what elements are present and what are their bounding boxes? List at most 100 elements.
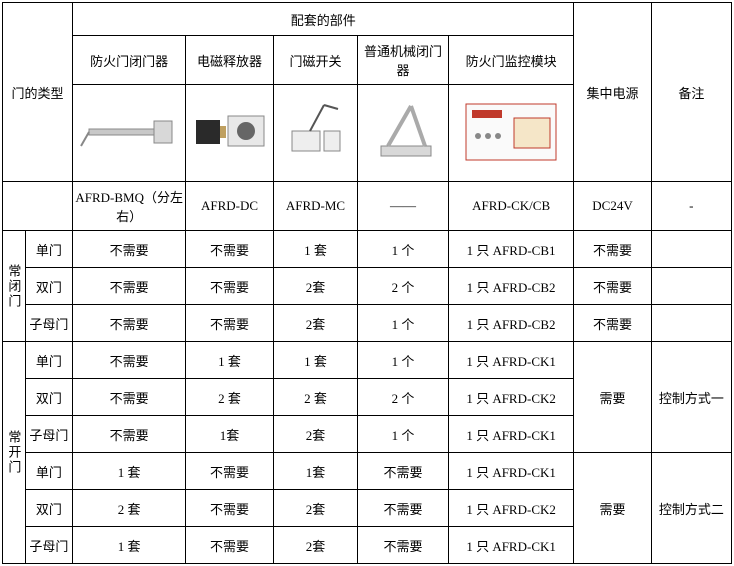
table-row: 单门 1 套 不需要 1套 不需要 1 只 AFRD-CK1 需要 控制方式二 [3,453,732,490]
cell: 不需要 [574,305,651,342]
col2-header: 电磁释放器 [186,36,274,85]
cell: 2 套 [186,379,274,416]
cell: 1 只 AFRD-CK1 [448,527,574,564]
monitor-module-icon [456,96,566,166]
table-row: 双门 不需要 不需要 2套 2 个 1 只 AFRD-CB2 不需要 [3,268,732,305]
closer-icon [79,111,179,151]
spec-table: 门的类型 配套的部件 集中电源 备注 防火门闭门器 电磁释放器 门磁开关 普通机… [2,2,732,564]
cell: 1 套 [186,342,274,379]
cell: 1 套 [73,527,186,564]
cell: 2套 [273,490,357,527]
cell: 不需要 [574,231,651,268]
cell: 1 只 AFRD-CK1 [448,453,574,490]
col6-header: 集中电源 [574,3,651,182]
group-closed: 常闭门 [3,231,26,342]
cell: 2套 [273,527,357,564]
subtype-cell: 单门 [25,453,72,490]
subtype-cell: 单门 [25,231,72,268]
subtype-cell: 双门 [25,379,72,416]
subtype-cell: 双门 [25,490,72,527]
subtype-cell: 子母门 [25,527,72,564]
cell: 1 只 AFRD-CB2 [448,268,574,305]
img-col1 [73,85,186,182]
cell: 不需要 [73,342,186,379]
cell: 1 个 [358,305,449,342]
subtype-cell: 子母门 [25,305,72,342]
cell: 1 个 [358,416,449,453]
cell: 1套 [273,453,357,490]
model-empty [3,182,73,231]
door-type-label: 门的类型 [12,86,64,101]
cell: 1 套 [273,342,357,379]
cell: 不需要 [358,490,449,527]
mech-closer-icon [363,96,443,166]
cell: 1 只 AFRD-CB2 [448,305,574,342]
cell: 1 只 AFRD-CK2 [448,379,574,416]
cell: 2套 [273,305,357,342]
components-header: 配套的部件 [73,3,574,36]
model-col4: —— [358,182,449,231]
cell: 1 只 AFRD-CK1 [448,342,574,379]
model-col2: AFRD-DC [186,182,274,231]
table-row: 常开门 单门 不需要 1 套 1 套 1 个 1 只 AFRD-CK1 需要 控… [3,342,732,379]
cell: 不需要 [73,231,186,268]
cell: 不需要 [358,527,449,564]
cell: 不需要 [574,268,651,305]
magnet-icon [190,106,270,156]
cell: 1 只 AFRD-CK2 [448,490,574,527]
model-col3: AFRD-MC [273,182,357,231]
cell: 1 个 [358,342,449,379]
cell: 不需要 [186,305,274,342]
cell: 1套 [186,416,274,453]
cell: 2 套 [73,490,186,527]
cell: 不需要 [186,527,274,564]
col5-header: 防火门监控模块 [448,36,574,85]
header-row-1: 门的类型 配套的部件 集中电源 备注 [3,3,732,36]
group-open: 常开门 [3,342,26,564]
cell: 不需要 [186,268,274,305]
cell: 不需要 [73,305,186,342]
cell: 1 只 AFRD-CB1 [448,231,574,268]
model-col6: DC24V [574,182,651,231]
model-col5: AFRD-CK/CB [448,182,574,231]
img-col5 [448,85,574,182]
col4-header: 普通机械闭门器 [358,36,449,85]
model-col7: - [651,182,731,231]
cell: 1 套 [73,453,186,490]
model-col1: AFRD-BMQ（分左右） [73,182,186,231]
subtype-cell: 单门 [25,342,72,379]
cell: 2套 [273,268,357,305]
cell: 不需要 [73,268,186,305]
img-col3 [273,85,357,182]
subtype-cell: 双门 [25,268,72,305]
door-switch-icon [280,101,350,161]
remark-cell: 控制方式二 [651,453,731,564]
cell [651,231,731,268]
img-col4 [358,85,449,182]
col7-header: 备注 [651,3,731,182]
cell: 2套 [273,416,357,453]
door-type-header: 门的类型 [3,3,73,182]
cell: 2 个 [358,379,449,416]
img-col2 [186,85,274,182]
model-row: AFRD-BMQ（分左右） AFRD-DC AFRD-MC —— AFRD-CK… [3,182,732,231]
cell: 2 个 [358,268,449,305]
cell: 不需要 [73,416,186,453]
subtype-cell: 子母门 [25,416,72,453]
table-row: 常闭门 单门 不需要 不需要 1 套 1 个 1 只 AFRD-CB1 不需要 [3,231,732,268]
cell [651,305,731,342]
cell: 2 套 [273,379,357,416]
remark-cell: 控制方式一 [651,342,731,453]
power-cell: 需要 [574,453,651,564]
cell: 1 个 [358,231,449,268]
cell: 1 套 [273,231,357,268]
col1-header: 防火门闭门器 [73,36,186,85]
cell: 不需要 [186,231,274,268]
cell: 不需要 [73,379,186,416]
cell: 不需要 [358,453,449,490]
cell [651,268,731,305]
col3-header: 门磁开关 [273,36,357,85]
cell: 1 只 AFRD-CK1 [448,416,574,453]
power-cell: 需要 [574,342,651,453]
cell: 不需要 [186,453,274,490]
